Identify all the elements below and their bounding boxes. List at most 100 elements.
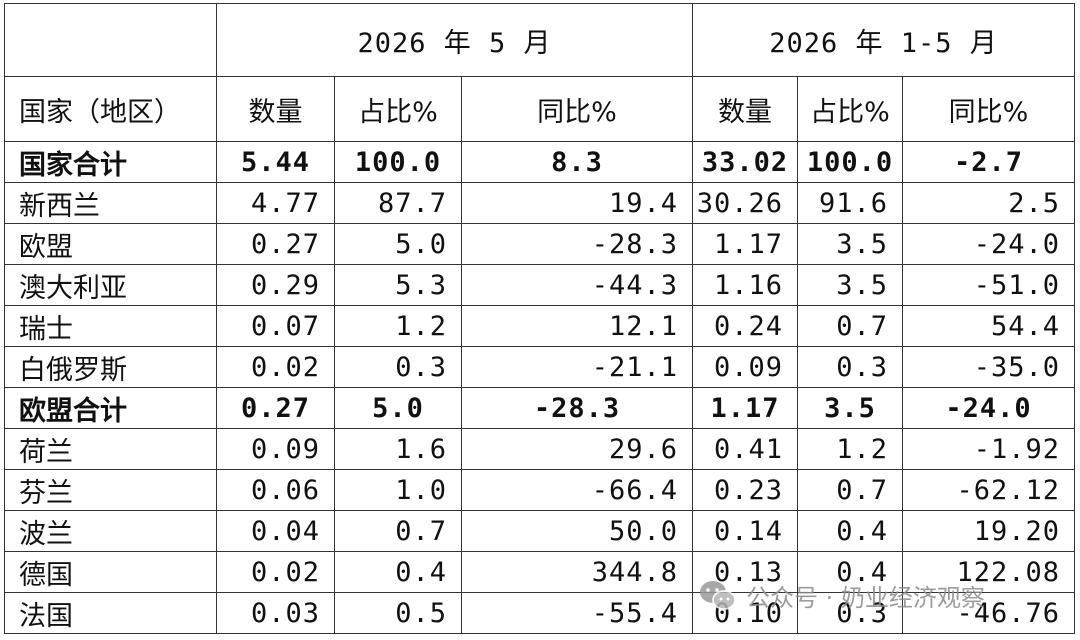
table-row: 欧盟合计 0.27 5.0 -28.3 1.17 3.5 -24.0 bbox=[4, 387, 1076, 429]
ytd-share-cell: 0.7 bbox=[797, 469, 903, 511]
ytd-share-cell: 3.5 bbox=[797, 387, 903, 429]
may-yoy-cell: -28.3 bbox=[461, 387, 693, 429]
may-yoy-cell: -55.4 bbox=[461, 592, 693, 634]
may-qty-cell: 0.09 bbox=[216, 428, 335, 470]
ytd-yoy-cell: -62.12 bbox=[901, 469, 1076, 511]
may-share-cell: 1.6 bbox=[334, 428, 462, 470]
table-row: 瑞士 0.07 1.2 12.1 0.24 0.7 54.4 bbox=[4, 305, 1076, 347]
ytd-share-cell: 0.4 bbox=[797, 551, 903, 593]
may-yoy-cell: 344.8 bbox=[461, 551, 693, 593]
ytd-yoy-cell: -24.0 bbox=[901, 387, 1076, 429]
ytd-yoy-header: 同比% bbox=[901, 76, 1076, 142]
table-row: 芬兰 0.06 1.0 -66.4 0.23 0.7 -62.12 bbox=[4, 469, 1076, 511]
may-qty-cell: 0.29 bbox=[216, 264, 335, 306]
ytd-qty-cell: 0.41 bbox=[692, 428, 798, 470]
watermark: 公众号 · 奶业经济观察 bbox=[698, 578, 985, 613]
ytd-share-cell: 0.3 bbox=[797, 346, 903, 388]
ytd-yoy-cell: -46.76 bbox=[901, 592, 1076, 634]
may-share-cell: 1.2 bbox=[334, 305, 462, 347]
may-yoy-cell: 8.3 bbox=[461, 141, 693, 183]
ytd-qty-cell: 0.14 bbox=[692, 510, 798, 552]
ytd-share-cell: 3.5 bbox=[797, 223, 903, 265]
country-cell: 荷兰 bbox=[4, 428, 217, 470]
may-qty-cell: 0.06 bbox=[216, 469, 335, 511]
ytd-yoy-cell: -24.0 bbox=[901, 223, 1076, 265]
country-cell: 澳大利亚 bbox=[4, 264, 217, 306]
may-share-cell: 0.3 bbox=[334, 346, 462, 388]
may-share-cell: 87.7 bbox=[334, 182, 462, 224]
ytd-share-cell: 3.5 bbox=[797, 264, 903, 306]
ytd-share-cell: 1.2 bbox=[797, 428, 903, 470]
period-header-row: 2026 年 5 月 2026 年 1-5 月 bbox=[4, 3, 1076, 77]
may-qty-header: 数量 bbox=[216, 76, 335, 142]
may-share-cell: 5.0 bbox=[334, 223, 462, 265]
ytd-yoy-cell: -35.0 bbox=[901, 346, 1076, 388]
ytd-share-cell: 100.0 bbox=[797, 141, 903, 183]
may-share-cell: 1.0 bbox=[334, 469, 462, 511]
ytd-qty-cell: 0.24 bbox=[692, 305, 798, 347]
ytd-share-cell: 0.7 bbox=[797, 305, 903, 347]
period-ytd-header: 2026 年 1-5 月 bbox=[691, 3, 1076, 77]
may-qty-cell: 5.44 bbox=[216, 141, 335, 183]
country-cell: 瑞士 bbox=[4, 305, 217, 347]
table-row: 法国 0.03 0.5 -55.4 0.10 0.3 -46.76 bbox=[4, 592, 1076, 634]
watermark-text: 公众号 · 奶业经济观察 bbox=[746, 584, 985, 612]
may-share-cell: 0.5 bbox=[334, 592, 462, 634]
country-cell: 法国 bbox=[4, 592, 217, 634]
may-qty-cell: 0.27 bbox=[216, 223, 335, 265]
may-qty-cell: 0.02 bbox=[216, 346, 335, 388]
period-may-header: 2026 年 5 月 bbox=[216, 3, 693, 77]
may-qty-cell: 0.04 bbox=[216, 510, 335, 552]
may-yoy-header: 同比% bbox=[461, 76, 693, 142]
table-row: 荷兰 0.09 1.6 29.6 0.41 1.2 -1.92 bbox=[4, 428, 1076, 470]
country-cell: 白俄罗斯 bbox=[4, 346, 217, 388]
may-qty-cell: 0.03 bbox=[216, 592, 335, 634]
wechat-icon bbox=[700, 580, 736, 610]
may-qty-cell: 0.27 bbox=[216, 387, 335, 429]
ytd-yoy-cell: -51.0 bbox=[901, 264, 1076, 306]
may-yoy-cell: -66.4 bbox=[461, 469, 693, 511]
may-yoy-cell: 50.0 bbox=[461, 510, 693, 552]
ytd-share-cell: 91.6 bbox=[797, 182, 903, 224]
country-cell: 国家合计 bbox=[4, 141, 217, 183]
table-row: 白俄罗斯 0.02 0.3 -21.1 0.09 0.3 -35.0 bbox=[4, 346, 1076, 388]
ytd-yoy-cell: 2.5 bbox=[901, 182, 1076, 224]
ytd-share-header: 占比% bbox=[797, 76, 903, 142]
country-header: 国家（地区） bbox=[4, 76, 217, 142]
ytd-qty-cell: 1.17 bbox=[692, 387, 798, 429]
ytd-qty-header: 数量 bbox=[692, 76, 798, 142]
ytd-yoy-cell: 54.4 bbox=[901, 305, 1076, 347]
may-yoy-cell: 29.6 bbox=[461, 428, 693, 470]
may-share-header: 占比% bbox=[334, 76, 462, 142]
ytd-qty-cell: 30.26 bbox=[692, 182, 798, 224]
ytd-qty-cell: 1.17 bbox=[692, 223, 798, 265]
ytd-qty-cell: 0.09 bbox=[692, 346, 798, 388]
may-share-cell: 100.0 bbox=[334, 141, 462, 183]
import-data-table: 2026 年 5 月 2026 年 1-5 月 国家（地区） 数量 占比% 同比… bbox=[4, 3, 1076, 634]
ytd-qty-cell: 1.16 bbox=[692, 264, 798, 306]
table-row: 新西兰 4.77 87.7 19.4 30.26 91.6 2.5 bbox=[4, 182, 1076, 224]
may-yoy-cell: -21.1 bbox=[461, 346, 693, 388]
ytd-yoy-cell: -2.7 bbox=[901, 141, 1076, 183]
ytd-yoy-cell: -1.92 bbox=[901, 428, 1076, 470]
table-row: 国家合计 5.44 100.0 8.3 33.02 100.0 -2.7 bbox=[4, 141, 1076, 183]
may-qty-cell: 4.77 bbox=[216, 182, 335, 224]
country-cell: 新西兰 bbox=[4, 182, 217, 224]
country-cell: 欧盟合计 bbox=[4, 387, 217, 429]
may-share-cell: 5.3 bbox=[334, 264, 462, 306]
ytd-qty-cell: 33.02 bbox=[692, 141, 798, 183]
may-share-cell: 0.4 bbox=[334, 551, 462, 593]
may-yoy-cell: 19.4 bbox=[461, 182, 693, 224]
ytd-share-cell: 0.3 bbox=[797, 592, 903, 634]
country-cell: 波兰 bbox=[4, 510, 217, 552]
ytd-yoy-cell: 19.20 bbox=[901, 510, 1076, 552]
table-row: 波兰 0.04 0.7 50.0 0.14 0.4 19.20 bbox=[4, 510, 1076, 552]
ytd-qty-cell: 0.23 bbox=[692, 469, 798, 511]
country-cell: 芬兰 bbox=[4, 469, 217, 511]
may-yoy-cell: 12.1 bbox=[461, 305, 693, 347]
may-yoy-cell: -28.3 bbox=[461, 223, 693, 265]
ytd-share-cell: 0.4 bbox=[797, 510, 903, 552]
may-qty-cell: 0.07 bbox=[216, 305, 335, 347]
may-share-cell: 0.7 bbox=[334, 510, 462, 552]
corner-cell bbox=[4, 3, 217, 77]
